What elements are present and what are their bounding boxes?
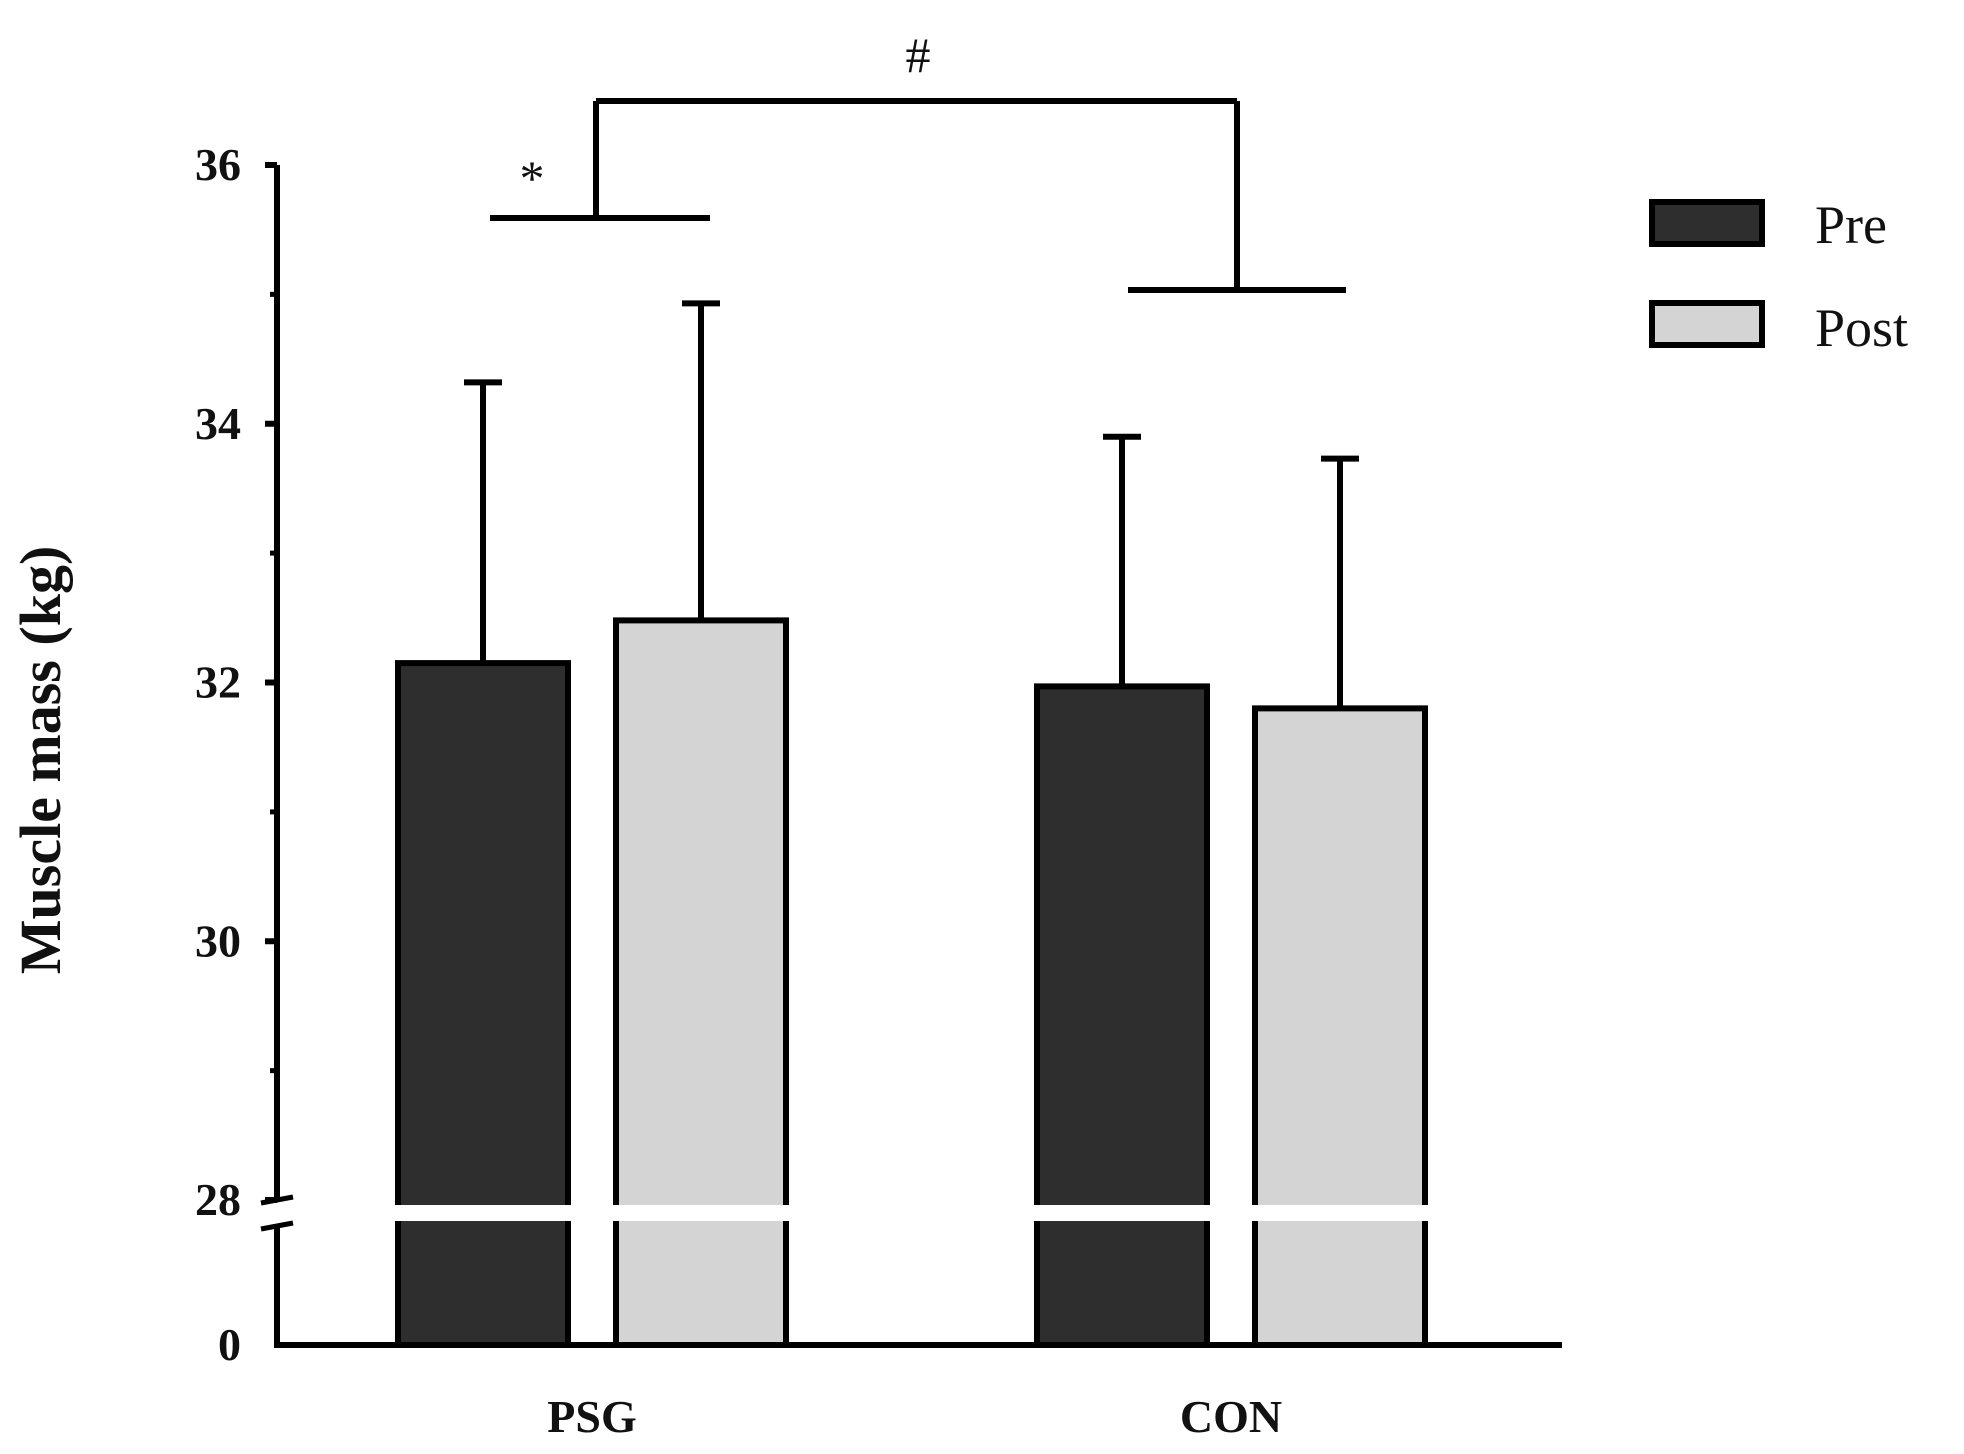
y-tick-label: 36	[195, 139, 241, 190]
bar-psg-post	[613, 617, 789, 1348]
y-tick-label: 32	[195, 657, 241, 708]
axis-break-band	[297, 1205, 1497, 1221]
y-tick-label: 28	[195, 1174, 241, 1225]
bar-con-pre	[1034, 683, 1210, 1348]
significance-annotations: *#	[490, 27, 1346, 293]
axis-break-mark	[260, 1220, 294, 1232]
legend-label-pre: Pre	[1815, 195, 1887, 255]
x-category-label-con: CON	[1180, 1391, 1282, 1442]
bar-psg-pre	[395, 660, 571, 1348]
bars-layer	[297, 300, 1497, 1348]
y-tick-label: 34	[195, 398, 241, 449]
bar-con-post	[1252, 705, 1428, 1348]
significance-hash: #	[906, 27, 931, 83]
legend: Pre Post	[1649, 195, 1908, 358]
significance-star: *	[520, 150, 545, 206]
legend-label-post: Post	[1815, 298, 1908, 358]
legend-swatch-pre	[1649, 199, 1765, 247]
x-category-label-psg: PSG	[547, 1391, 636, 1442]
y-tick-label: 30	[195, 915, 241, 966]
y-axis-title: Muscle mass (kg)	[8, 546, 73, 975]
y-tick-label: 0	[218, 1319, 241, 1370]
legend-swatch-post	[1649, 300, 1765, 348]
y-axis: 0 28 30 32 34 36 PSG CON	[195, 139, 1562, 1442]
